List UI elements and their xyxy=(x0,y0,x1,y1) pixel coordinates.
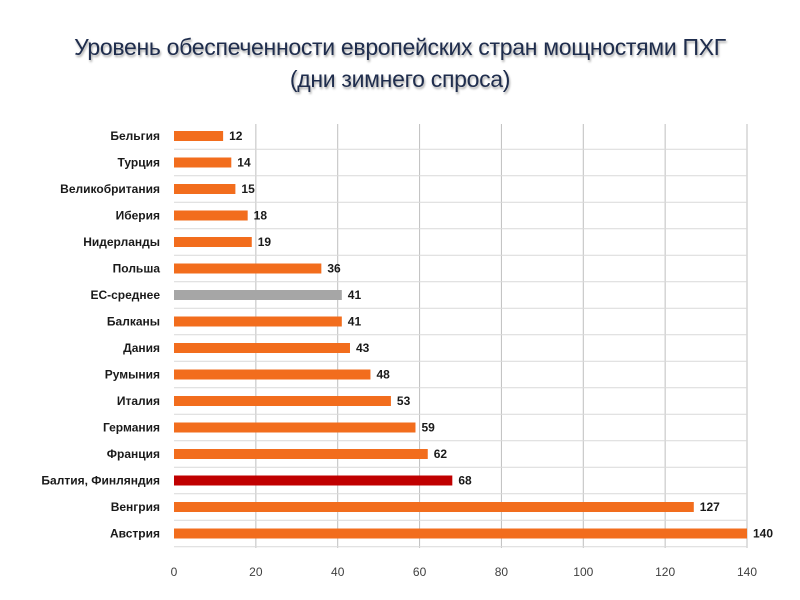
x-tick-label: 140 xyxy=(737,565,757,579)
bar xyxy=(174,237,252,247)
bar xyxy=(174,396,391,406)
x-tick-label: 80 xyxy=(495,565,509,579)
bar xyxy=(174,343,350,353)
category-label: Венгрия xyxy=(111,500,160,514)
category-label: Балканы xyxy=(107,315,160,329)
category-label: Германия xyxy=(103,421,160,435)
x-tick-label: 120 xyxy=(655,565,675,579)
bar xyxy=(174,157,232,168)
category-label: Польша xyxy=(113,262,161,276)
category-label: Великобритания xyxy=(60,182,160,196)
bar xyxy=(174,528,747,539)
value-label: 14 xyxy=(237,156,251,170)
category-label: Нидерланды xyxy=(83,235,160,249)
value-label: 140 xyxy=(753,527,773,541)
value-label: 41 xyxy=(348,288,362,302)
value-label: 41 xyxy=(348,315,362,329)
bar xyxy=(174,475,453,486)
bar xyxy=(174,316,342,327)
value-label: 68 xyxy=(458,474,472,488)
category-label: Бельгия xyxy=(110,129,160,143)
value-label: 19 xyxy=(258,235,272,249)
value-label: 43 xyxy=(356,341,370,355)
category-label: Иберия xyxy=(116,209,160,223)
category-label: Румыния xyxy=(105,368,160,382)
chart-title-line1: Уровень обеспеченности европейских стран… xyxy=(74,34,726,60)
x-tick-label: 40 xyxy=(331,565,345,579)
bar xyxy=(174,369,371,380)
category-label: Австрия xyxy=(110,527,160,541)
bar xyxy=(174,290,342,300)
value-label: 36 xyxy=(327,262,341,276)
x-tick-label: 0 xyxy=(171,565,178,579)
x-tick-label: 20 xyxy=(249,565,263,579)
bar xyxy=(174,422,416,433)
value-label: 59 xyxy=(421,421,435,435)
bar xyxy=(174,210,248,221)
category-label: Турция xyxy=(118,156,160,170)
category-label: ЕС-среднее xyxy=(90,288,160,302)
value-label: 15 xyxy=(241,182,255,196)
category-label: Балтия, Финляндия xyxy=(41,474,160,488)
bar xyxy=(174,131,224,141)
x-tick-label: 60 xyxy=(413,565,427,579)
value-label: 12 xyxy=(229,129,243,143)
category-label: Дания xyxy=(123,341,160,355)
value-label: 127 xyxy=(700,500,720,514)
bar xyxy=(174,263,322,274)
category-label: Италия xyxy=(117,394,160,408)
bar xyxy=(174,502,694,512)
bar xyxy=(174,184,236,194)
x-tick-label: 100 xyxy=(573,565,593,579)
value-label: 18 xyxy=(254,209,268,223)
value-label: 48 xyxy=(376,368,390,382)
value-label: 53 xyxy=(397,394,411,408)
value-label: 62 xyxy=(434,447,448,461)
chart-title-line2: (дни зимнего спроса) xyxy=(289,66,511,92)
bar xyxy=(174,449,428,459)
category-label: Франция xyxy=(107,447,160,461)
